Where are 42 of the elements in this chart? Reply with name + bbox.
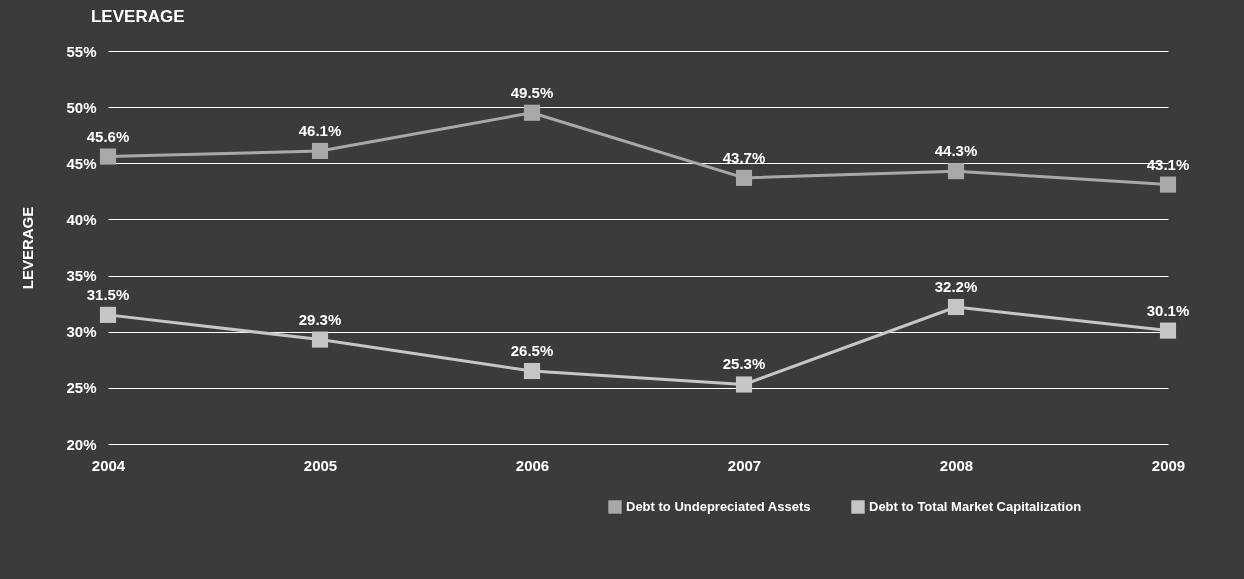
data-label: 32.2% <box>934 278 978 296</box>
x-tick-label: 2006 <box>515 456 550 474</box>
x-tick-label: 2007 <box>727 456 762 474</box>
x-tick-label: 2004 <box>91 456 126 474</box>
data-label: 46.1% <box>298 121 342 139</box>
point <box>99 306 117 323</box>
point <box>947 163 965 180</box>
point <box>947 298 965 316</box>
y-tick-label: 25% <box>66 379 97 397</box>
data-label: 49.5% <box>510 83 554 101</box>
y-tick-label: 35% <box>66 267 97 285</box>
point <box>311 142 329 159</box>
y-tick-label: 40% <box>66 210 97 228</box>
x-tick-label: 2009 <box>1151 456 1186 474</box>
data-label: 30.1% <box>1146 301 1190 319</box>
point <box>1159 176 1177 193</box>
point <box>311 331 329 348</box>
point <box>523 104 541 121</box>
y-axis-title: LEVERAGE <box>19 206 37 290</box>
data-label: 43.1% <box>1146 155 1190 173</box>
point <box>735 169 753 186</box>
point <box>1159 322 1177 339</box>
y-tick-label: 20% <box>66 435 97 453</box>
y-tick-label: 50% <box>66 98 97 116</box>
data-label: 31.5% <box>86 285 130 303</box>
data-label: 44.3% <box>934 142 978 160</box>
legend-label: Debt to Undepreciated Assets <box>626 499 811 514</box>
point <box>99 148 117 165</box>
y-tick-label: 45% <box>66 154 97 172</box>
data-label: 43.7% <box>722 148 766 166</box>
data-label: 45.6% <box>86 127 130 145</box>
y-tick-label: 30% <box>66 323 97 341</box>
data-label: 25.3% <box>722 355 766 373</box>
legend-label: Debt to Total Market Capitalization <box>869 499 1082 514</box>
data-label: 29.3% <box>298 310 342 328</box>
point <box>735 376 753 393</box>
x-tick-label: 2005 <box>303 456 338 474</box>
data-label: 26.5% <box>510 342 554 360</box>
y-tick-label: 55% <box>66 42 97 60</box>
x-tick-label: 2008 <box>939 456 974 474</box>
point <box>523 362 541 380</box>
chart-title: LEVERAGE <box>90 7 185 26</box>
